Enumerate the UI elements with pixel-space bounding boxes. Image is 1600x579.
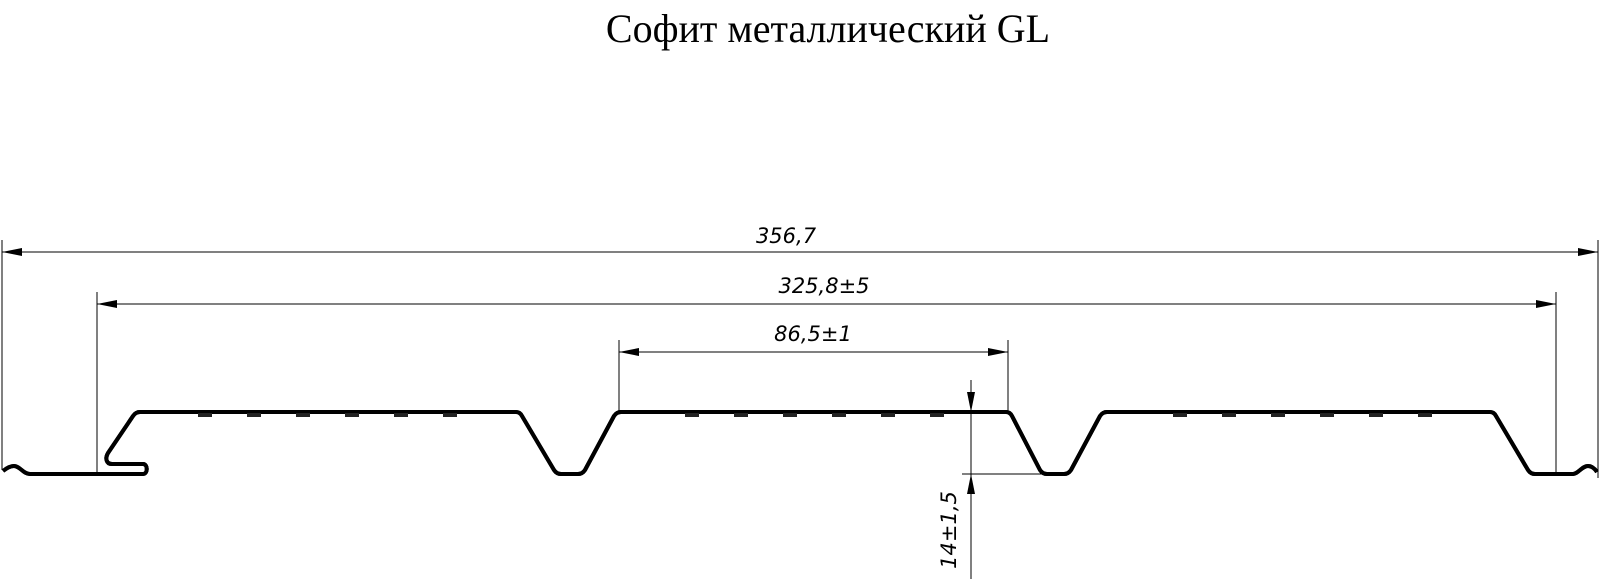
perforations xyxy=(198,413,1432,417)
perforation-slot xyxy=(832,413,846,417)
perforation-slot xyxy=(1222,413,1236,417)
perforation-slot xyxy=(198,413,212,417)
perforation-slot xyxy=(394,413,408,417)
dimension-panel-width: 86,5±1 xyxy=(774,322,852,346)
perforation-slot xyxy=(443,413,457,417)
perforation-slot xyxy=(1418,413,1432,417)
perforation-slot xyxy=(1320,413,1334,417)
perforation-slot xyxy=(783,413,797,417)
perforation-slot xyxy=(247,413,261,417)
perforation-slot xyxy=(685,413,699,417)
perforation-slot xyxy=(881,413,895,417)
drawing-title: Софит металлический GL xyxy=(606,6,1050,51)
perforation-slot xyxy=(930,413,944,417)
dimension-overall-width: 356,7 xyxy=(756,224,817,248)
perforation-slot xyxy=(1271,413,1285,417)
perforation-slot xyxy=(1173,413,1187,417)
dimension-profile-height: 14±1,5 xyxy=(937,491,961,569)
perforation-slot xyxy=(296,413,310,417)
perforation-slot xyxy=(345,413,359,417)
perforation-slot xyxy=(1369,413,1383,417)
perforation-slot xyxy=(734,413,748,417)
dimension-working-width: 325,8±5 xyxy=(778,274,869,298)
soffit-profile xyxy=(1,410,1599,476)
